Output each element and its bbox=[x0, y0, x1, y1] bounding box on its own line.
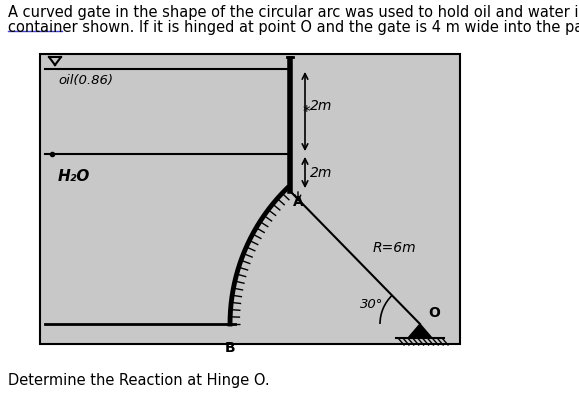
Text: H₂O: H₂O bbox=[58, 169, 90, 184]
Text: A: A bbox=[293, 195, 304, 209]
Polygon shape bbox=[408, 324, 432, 338]
Text: 2m: 2m bbox=[310, 166, 332, 180]
Text: *: * bbox=[302, 105, 310, 120]
Text: container shown. If it is hinged at point O and the gate is 4 m wide into the pa: container shown. If it is hinged at poin… bbox=[8, 20, 579, 35]
Text: O: O bbox=[428, 305, 440, 319]
Bar bbox=[40, 55, 460, 344]
Text: 2m: 2m bbox=[310, 99, 332, 113]
Text: Determine the Reaction at Hinge O.: Determine the Reaction at Hinge O. bbox=[8, 372, 270, 387]
Text: oil(0.86): oil(0.86) bbox=[58, 74, 113, 87]
Text: B: B bbox=[225, 340, 235, 354]
Text: 30°: 30° bbox=[360, 298, 384, 311]
Text: R=6m: R=6m bbox=[373, 241, 417, 255]
Text: A curved gate in the shape of the circular arc was used to hold oil and water in: A curved gate in the shape of the circul… bbox=[8, 5, 579, 20]
